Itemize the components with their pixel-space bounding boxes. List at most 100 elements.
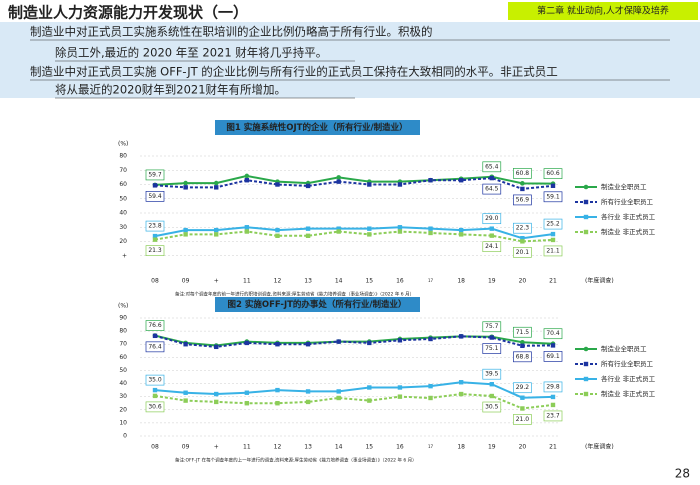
value-label: 20.1	[516, 249, 530, 256]
y-tick-label: 30	[119, 224, 127, 231]
chart-title-box	[215, 297, 420, 312]
marker	[244, 340, 250, 346]
marker	[550, 237, 556, 243]
marker	[428, 230, 433, 236]
marker	[367, 226, 372, 231]
y-tick-label: 70	[119, 167, 127, 174]
marker	[397, 385, 403, 390]
value-label: 30.5	[485, 404, 499, 411]
bullet-line: 除员工外,最近的 2020 年至 2021 财年将几乎持平。	[55, 46, 327, 60]
x-tick-label: 08	[151, 444, 159, 451]
y-tick-label: 40	[119, 210, 127, 217]
marker	[397, 182, 403, 187]
marker	[275, 342, 280, 347]
marker	[336, 395, 341, 401]
y-tick-label: 40	[119, 380, 127, 387]
marker	[489, 233, 494, 238]
marker	[336, 179, 341, 184]
series-line	[154, 226, 554, 240]
value-label-box	[513, 222, 532, 234]
x-label: (年度调查)	[585, 277, 614, 285]
legend-label: 各行业 非正式员工	[601, 212, 656, 221]
marker	[152, 387, 158, 393]
marker	[336, 175, 341, 180]
value-label: 30.6	[148, 403, 162, 410]
marker	[397, 394, 403, 399]
marker	[458, 232, 464, 237]
marker	[183, 398, 188, 403]
chart-title-box	[215, 120, 420, 135]
value-label: 25.2	[546, 221, 560, 228]
value-label-box	[145, 191, 165, 202]
x-tick-label: 13	[304, 278, 312, 285]
value-label: 64.5	[485, 186, 499, 193]
x-tick-label: +	[214, 278, 219, 285]
chart-title: 图2 实施OFF-JT的办事处（所有行业/制造业）	[227, 299, 406, 310]
series-line	[154, 177, 554, 190]
y-tick-label: 80	[119, 153, 127, 160]
marker	[520, 236, 525, 241]
x-tick-label: 21	[549, 444, 557, 451]
marker	[244, 229, 250, 234]
value-label-box	[543, 351, 563, 362]
value-label-box	[513, 168, 532, 179]
marker	[244, 390, 250, 395]
x-tick-label: 13	[304, 444, 312, 451]
value-label-box	[513, 194, 532, 206]
y-tick-label: 50	[119, 195, 127, 202]
marker	[520, 395, 525, 400]
x-label: (年度调查)	[585, 443, 614, 451]
series-line	[154, 334, 554, 348]
marker	[275, 387, 280, 393]
value-label: 23.8	[148, 223, 162, 230]
x-tick-label: 08	[151, 278, 159, 285]
bullet-line: 将从最近的2020财年到2021财年有所增加。	[55, 83, 286, 97]
series-line	[154, 393, 554, 410]
value-label: 68.8	[516, 353, 530, 360]
x-tick-label: 12	[274, 278, 282, 285]
x-tick-label: 16	[396, 278, 404, 285]
chapter-box	[508, 2, 698, 20]
value-label: 59.4	[148, 193, 162, 200]
series-line	[154, 230, 554, 243]
value-label-box	[145, 245, 165, 256]
value-label: 22.3	[516, 225, 530, 232]
marker	[367, 398, 372, 403]
legend-label: 各行业 非正式员工	[601, 374, 656, 383]
marker	[489, 175, 494, 181]
value-label-box	[543, 191, 563, 203]
marker	[550, 394, 556, 400]
marker	[152, 183, 158, 188]
marker	[152, 233, 158, 239]
marker	[275, 227, 280, 233]
value-label-box	[482, 343, 502, 354]
marker	[458, 380, 464, 385]
value-label-box	[543, 328, 563, 340]
marker	[397, 225, 403, 230]
marker	[336, 229, 341, 234]
value-label-box	[145, 341, 165, 353]
marker	[397, 338, 403, 343]
marker	[428, 178, 433, 183]
value-label: 76.4	[148, 343, 162, 350]
x-tick-label: 21	[549, 278, 557, 285]
value-label-box	[482, 183, 502, 195]
marker	[183, 227, 188, 233]
marker	[428, 383, 433, 389]
marker	[214, 232, 219, 237]
value-label-box	[482, 241, 502, 253]
marker	[428, 395, 433, 401]
value-label-box	[543, 381, 563, 393]
marker	[305, 342, 311, 347]
marker	[489, 393, 494, 399]
marker	[520, 239, 525, 244]
legend-marker	[583, 391, 589, 397]
value-label-box	[513, 351, 532, 363]
x-tick-label: 20	[519, 278, 527, 285]
bullet-line: 制造业中对正式员工实施系统性在职培训的企业比例仍略高于所有行业。积极的	[30, 25, 433, 39]
value-label-box	[145, 320, 165, 331]
marker	[489, 382, 494, 387]
value-label: 21.1	[546, 247, 560, 254]
value-label: 29.2	[516, 384, 530, 391]
y-tick-label: 60	[119, 354, 127, 361]
